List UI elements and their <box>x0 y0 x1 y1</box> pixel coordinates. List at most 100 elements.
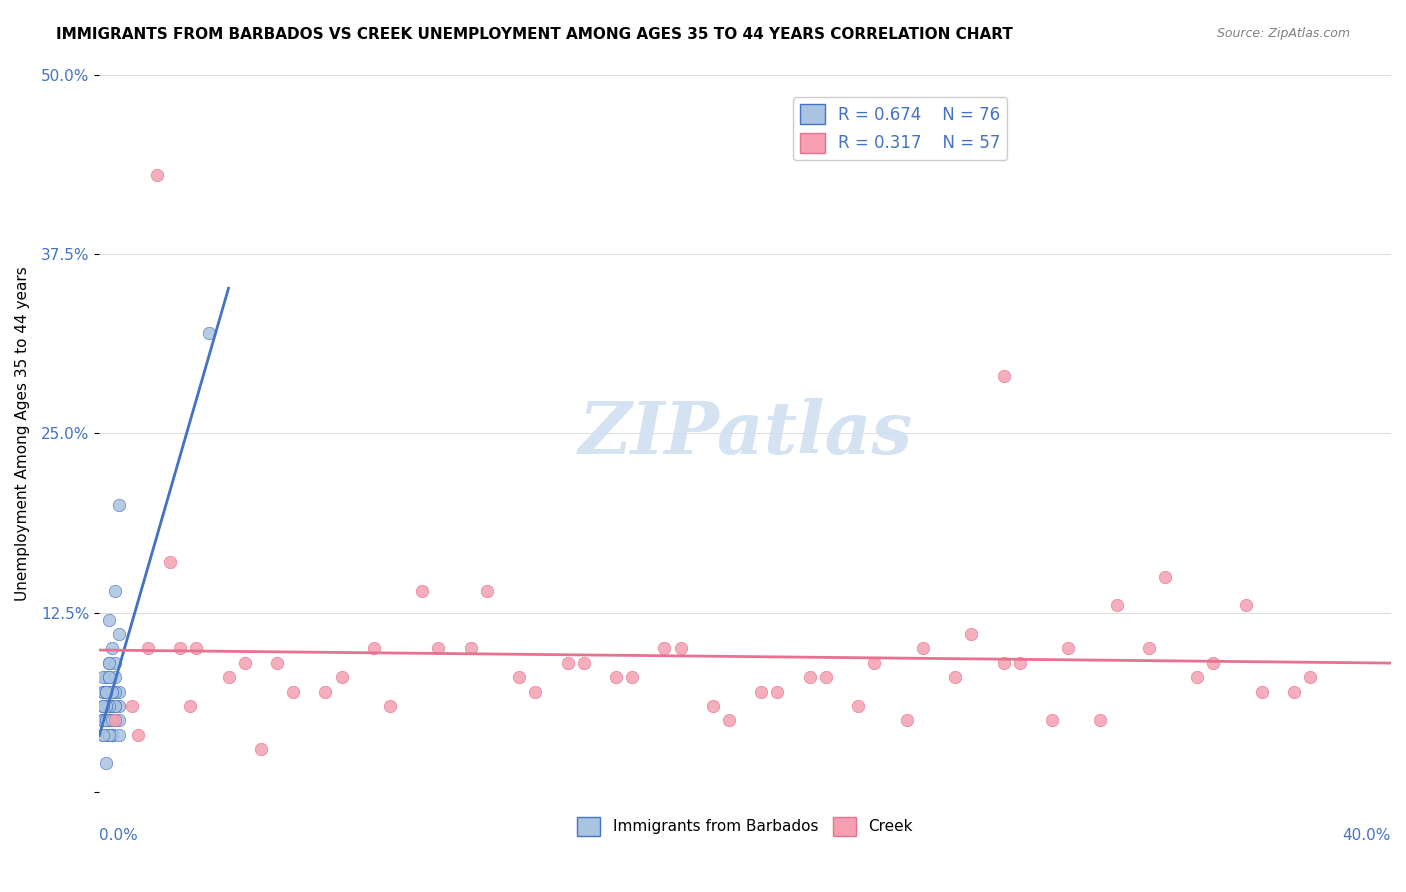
Point <box>146 168 169 182</box>
Point <box>766 684 789 698</box>
Text: IMMIGRANTS FROM BARBADOS VS CREEK UNEMPLOYMENT AMONG AGES 35 TO 44 YEARS CORRELA: IMMIGRANTS FROM BARBADOS VS CREEK UNEMPL… <box>56 27 1014 42</box>
Point <box>101 713 124 727</box>
Point <box>94 713 117 727</box>
Point <box>669 641 692 656</box>
Point <box>94 713 117 727</box>
Point <box>94 684 117 698</box>
Point <box>101 713 124 727</box>
Point <box>363 641 385 656</box>
Point <box>98 698 121 713</box>
Point <box>98 713 121 727</box>
Point <box>94 713 117 727</box>
Point <box>557 656 579 670</box>
Point <box>1202 656 1225 670</box>
Point <box>218 670 240 684</box>
Point <box>249 742 271 756</box>
Point <box>94 698 117 713</box>
Point <box>107 498 129 512</box>
Point <box>524 684 547 698</box>
Point <box>94 698 117 713</box>
Point <box>863 656 886 670</box>
Point <box>846 698 869 713</box>
Point <box>621 670 644 684</box>
Point <box>104 656 127 670</box>
Point <box>98 613 121 627</box>
Point <box>94 670 117 684</box>
Point <box>508 670 530 684</box>
Point <box>198 326 221 340</box>
Point <box>91 728 114 742</box>
Point <box>266 656 288 670</box>
Point <box>98 698 121 713</box>
Point <box>572 656 595 670</box>
Point <box>101 728 124 742</box>
Point <box>94 713 117 727</box>
Point <box>159 555 181 569</box>
Point <box>91 713 114 727</box>
Point <box>1234 599 1257 613</box>
Point <box>702 698 724 713</box>
Point <box>91 713 114 727</box>
Point <box>98 698 121 713</box>
Point <box>94 698 117 713</box>
Y-axis label: Unemployment Among Ages 35 to 44 years: Unemployment Among Ages 35 to 44 years <box>15 266 30 600</box>
Point <box>94 756 117 771</box>
Point <box>101 728 124 742</box>
Point <box>98 656 121 670</box>
Point <box>91 713 114 727</box>
Point <box>943 670 966 684</box>
Point <box>98 656 121 670</box>
Point <box>98 670 121 684</box>
Point <box>475 584 498 599</box>
Point <box>330 670 353 684</box>
Point <box>427 641 450 656</box>
Point <box>1187 670 1209 684</box>
Point <box>993 656 1015 670</box>
Point <box>94 713 117 727</box>
Point <box>896 713 918 727</box>
Point <box>1282 684 1305 698</box>
Point <box>94 698 117 713</box>
Text: ZIPatlas: ZIPatlas <box>578 398 912 469</box>
Point <box>91 698 114 713</box>
Point <box>107 728 129 742</box>
Point <box>121 698 143 713</box>
Point <box>1154 570 1177 584</box>
Point <box>101 698 124 713</box>
Point <box>91 698 114 713</box>
Point <box>94 698 117 713</box>
Point <box>460 641 482 656</box>
Point <box>107 698 129 713</box>
Point <box>1250 684 1272 698</box>
Point <box>799 670 821 684</box>
Point <box>98 670 121 684</box>
Point <box>1008 656 1031 670</box>
Point <box>91 713 114 727</box>
Point <box>101 684 124 698</box>
Point <box>378 698 401 713</box>
Point <box>749 684 772 698</box>
Point <box>605 670 627 684</box>
Point <box>1090 713 1112 727</box>
Point <box>98 698 121 713</box>
Point <box>179 698 201 713</box>
Text: 40.0%: 40.0% <box>1343 828 1391 843</box>
Point <box>91 728 114 742</box>
Point <box>233 656 256 670</box>
Point <box>91 713 114 727</box>
Point <box>91 713 114 727</box>
Point <box>104 713 127 727</box>
Point <box>104 684 127 698</box>
Point <box>91 670 114 684</box>
Point <box>98 728 121 742</box>
Point <box>314 684 336 698</box>
Point <box>169 641 191 656</box>
Point <box>136 641 159 656</box>
Point <box>104 698 127 713</box>
Point <box>1137 641 1160 656</box>
Point <box>98 684 121 698</box>
Point <box>993 368 1015 383</box>
Point <box>127 728 149 742</box>
Point <box>98 728 121 742</box>
Point <box>654 641 676 656</box>
